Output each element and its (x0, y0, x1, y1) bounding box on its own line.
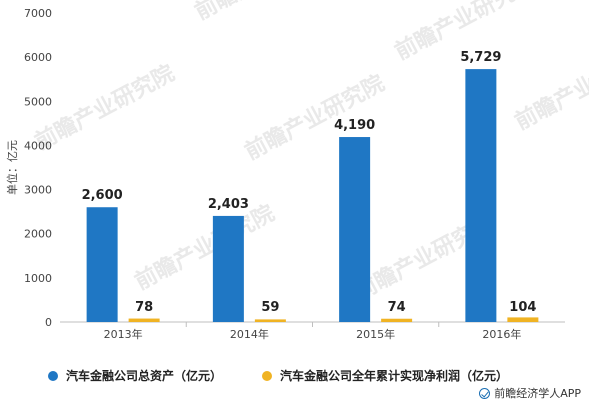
y-tick-label: 7000 (24, 7, 52, 20)
data-label: 78 (135, 300, 153, 315)
bar-net-profit (381, 318, 413, 322)
x-tick-label: 2014年 (230, 327, 269, 341)
y-tick-label: 6000 (24, 51, 52, 64)
y-tick-label: 4000 (24, 139, 52, 152)
data-label: 4,190 (334, 118, 375, 133)
x-tick-label: 2015年 (356, 327, 395, 341)
watermark-text: 前瞻产业研究院 (511, 40, 589, 135)
legend-marker-net-profit (262, 370, 272, 381)
bar-total-assets (86, 207, 118, 322)
legend-label-total-assets: 汽车金融公司总资产（亿元） (66, 369, 223, 383)
watermark-text: 前瞻产业研究院 (191, 0, 339, 25)
watermark-text: 前瞻产业研究院 (31, 60, 179, 155)
bar-total-assets (339, 137, 371, 322)
bar-total-assets (212, 215, 244, 322)
data-label: 74 (388, 300, 406, 315)
axes: 0 1000 2000 3000 4000 5000 6000 7000 单位：亿元 2013年 2… (5, 7, 565, 341)
bar-net-profit (507, 317, 539, 322)
bars (86, 69, 539, 323)
y-tick-label: 1000 (24, 272, 52, 285)
y-tick-label: 5000 (24, 95, 52, 108)
y-tick-label: 0 (45, 316, 52, 329)
data-labels: 2,600 2,403 4,190 5,729 78 59 74 104 (82, 50, 537, 315)
bar-net-profit (254, 319, 286, 322)
check-circle-icon (479, 387, 491, 399)
legend-item-total-assets: 汽车金融公司总资产（亿元） (48, 367, 222, 384)
source-footer: 前瞻经济学人APP (479, 385, 581, 401)
data-label: 2,403 (208, 197, 249, 212)
legend-marker-total-assets (48, 370, 58, 381)
y-tick-label: 2000 (24, 228, 52, 241)
data-label: 104 (509, 300, 536, 315)
source-text: 前瞻经济学人APP (494, 387, 581, 400)
data-label: 59 (261, 300, 279, 315)
data-label: 2,600 (82, 188, 123, 203)
legend-item-net-profit: 汽车金融公司全年累计实现净利润（亿元） (262, 367, 508, 384)
x-tick-label: 2013年 (104, 327, 143, 341)
bar-net-profit (128, 318, 160, 322)
y-axis-label: 单位：亿元 (5, 140, 19, 195)
legend-label-net-profit: 汽车金融公司全年累计实现净利润（亿元） (280, 369, 509, 383)
bar-total-assets (465, 69, 497, 323)
watermark-text: 前瞻产业研究院 (131, 200, 279, 295)
x-tick-label: 2016年 (482, 327, 521, 341)
y-tick-label: 3000 (24, 184, 52, 197)
data-label: 5,729 (460, 50, 501, 65)
